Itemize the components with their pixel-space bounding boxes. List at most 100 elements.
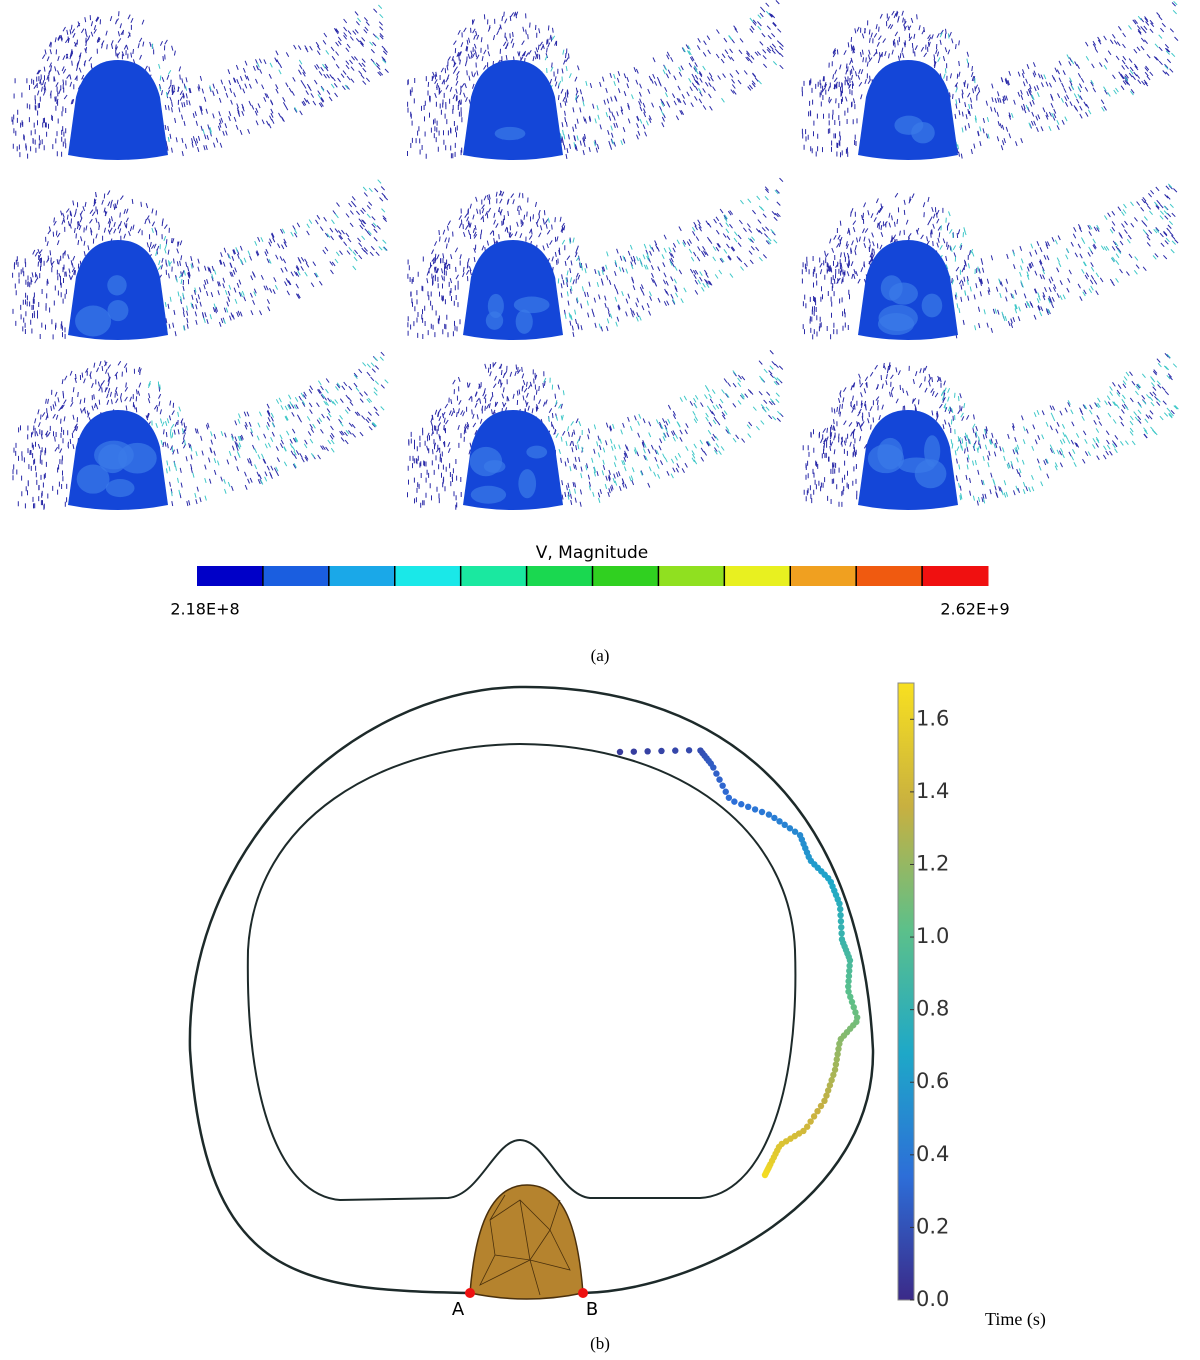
trajectory-dot (776, 818, 783, 825)
velocity-vectors (802, 352, 1175, 507)
colorbar-segment (922, 566, 989, 586)
tumor-region (463, 60, 563, 160)
trajectory-dot (845, 978, 852, 985)
trajectory-dot (838, 924, 845, 931)
simulation-frames (11, 0, 1179, 510)
trajectory-dot (832, 1061, 840, 1068)
colorbar-title: V, Magnitude (536, 543, 649, 563)
colorbar-segment (658, 566, 725, 586)
frame (407, 177, 784, 340)
colorbar-segment (526, 566, 593, 586)
colorbar-tick-label: 1.4 (916, 779, 949, 803)
trajectory-dot (850, 1003, 857, 1011)
colorbar-segment (328, 566, 396, 586)
velocity-vectors-fast (937, 0, 1178, 150)
trajectory-dot (821, 1097, 828, 1105)
inner-boundary (246, 742, 797, 1202)
trajectory-dot (826, 1082, 834, 1089)
trajectory-dot (845, 983, 852, 990)
trajectory-dot (846, 962, 853, 969)
trajectory-dot (710, 764, 717, 771)
velocity-vectors (12, 351, 385, 510)
trajectory-dot (814, 1107, 821, 1115)
trajectory-dot (848, 998, 856, 1006)
trajectory-dot (835, 1045, 842, 1053)
colorbar-tick-label: 1.2 (916, 851, 949, 875)
colorbar-tick-label: 1.0 (916, 924, 949, 948)
trajectory-dot (719, 782, 726, 789)
velocity-blob (880, 275, 903, 301)
velocity-blob (513, 296, 550, 314)
trajectory-dot (837, 918, 845, 925)
trajectory-dot (803, 1123, 811, 1130)
velocity-vectors-fast (151, 4, 387, 142)
velocity-blob (75, 305, 112, 337)
caption-a: (a) (591, 646, 610, 665)
velocity-blob (515, 309, 533, 334)
frame (802, 352, 1179, 510)
velocity-blob (470, 485, 507, 504)
trajectory-dot (751, 806, 759, 813)
trajectory-dot (824, 1087, 832, 1094)
trajectory-dot (765, 811, 773, 818)
trajectory-dot (672, 747, 679, 754)
trajectory-dot (807, 1118, 814, 1125)
colorbar-tick-label: 0.2 (916, 1214, 949, 1238)
velocity-vectors (11, 8, 389, 159)
trajectory-dot (761, 1171, 769, 1179)
trajectory-dot (791, 828, 799, 835)
tumor-region (463, 240, 563, 340)
velocity-vectors (801, 185, 1179, 340)
frame (801, 183, 1179, 340)
velocity-blob (494, 126, 526, 141)
frame (407, 0, 784, 160)
frame (11, 4, 389, 160)
velocity-vectors (407, 350, 784, 510)
velocity-blob (76, 464, 110, 494)
velocity-vectors (12, 186, 389, 340)
frame (12, 179, 389, 340)
trajectory-dot (837, 905, 844, 913)
frame (801, 0, 1179, 160)
trajectory-dot (831, 1066, 839, 1073)
colorbar-a (197, 566, 989, 586)
velocity-vectors-fast (147, 356, 389, 501)
tumor-region (858, 60, 958, 160)
velocity-blob (107, 299, 129, 322)
colorbar-segment (724, 566, 791, 586)
velocity-vectors (407, 177, 784, 339)
trajectory-dot (738, 801, 745, 808)
velocity-vectors-fast (939, 183, 1176, 331)
trajectory-dot (771, 814, 778, 822)
trajectory-dot (630, 748, 638, 755)
velocity-vectors-fast (542, 189, 779, 329)
trajectory-dot (845, 972, 853, 980)
trajectory-dot (713, 770, 720, 777)
tumor (469, 1184, 584, 1300)
trajectory-dot (846, 957, 854, 964)
velocity-vectors-fast (151, 179, 387, 331)
velocity-blob (911, 121, 935, 144)
tumor-region (463, 410, 563, 510)
trajectory-dot (716, 776, 723, 783)
colorbar-tick-label: 0.6 (916, 1069, 949, 1093)
frame (407, 350, 784, 510)
colorbar-segment (856, 566, 923, 586)
velocity-blob (485, 311, 504, 330)
trajectory-dot (744, 803, 752, 811)
caption-b: (b) (590, 1334, 610, 1353)
trajectory-dot (847, 993, 854, 1001)
trajectory-dot (838, 930, 845, 937)
colorbar-segment (460, 566, 528, 586)
colorbar-gradient (897, 682, 915, 1301)
trajectory-dot (852, 1009, 859, 1016)
velocity-blob (98, 444, 128, 474)
velocity-blob (914, 459, 947, 489)
trajectory-dot (846, 967, 853, 975)
colorbar-tick-label: 1.6 (916, 706, 949, 730)
velocity-blob (105, 479, 135, 498)
label-a: A (452, 1299, 465, 1320)
velocity-vectors-fast (544, 10, 778, 148)
colorbar-b: 0.0 0.2 0.4 0.6 0.8 1.0 1.2 1.4 1.6 (897, 682, 949, 1311)
